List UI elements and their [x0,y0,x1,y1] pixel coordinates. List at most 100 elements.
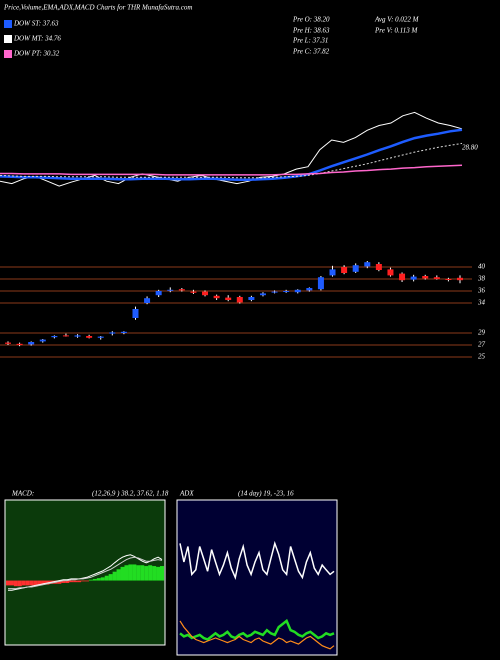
histogram-bar [41,580,46,585]
series-line [0,128,463,182]
histogram-bar [57,580,62,584]
stat: Pre O: 38.20 [292,16,330,24]
candle-body [190,291,197,293]
candle-body [213,295,220,299]
histogram-bar [132,564,137,581]
candle-body [317,277,324,290]
candle-body [167,289,174,291]
series-line [0,142,463,179]
histogram-bar [104,575,109,581]
candle-body [294,289,301,293]
histogram-bar [33,580,38,586]
candle-body [445,279,452,280]
candle-body [236,297,243,303]
candle-body [51,336,58,338]
histogram-bar [29,580,34,586]
stat: Pre V: 0.113 M [374,27,418,35]
legend-swatch [4,20,12,28]
histogram-bar [21,580,26,586]
histogram-bar [13,580,18,587]
candle-body [62,335,69,337]
macd-params: (12,26,9 ) 38.2, 37.62, 1.18 [92,490,169,498]
histogram-bar [124,565,129,581]
candle-body [178,289,185,291]
histogram-bar [37,580,42,586]
series-line [179,620,335,650]
candle-body [410,276,417,280]
histogram-bar [136,565,141,581]
histogram-bar [9,580,14,586]
stat: Pre L: 37.31 [292,37,328,45]
macd-label: MACD: [11,490,34,498]
candle-body [120,331,127,333]
y-tick-label: 40 [478,263,486,271]
series-line [0,164,463,176]
histogram-bar [140,565,145,581]
panel [176,499,338,656]
histogram-bar [100,577,105,581]
candle-body [248,297,255,300]
candle-body [399,273,406,281]
y-tick-label: 27 [478,341,486,349]
annotation: 28.80 [462,144,478,152]
candle-body [5,342,11,344]
candle-body [352,265,359,272]
candle-body [387,269,394,276]
histogram-bar [69,580,74,583]
histogram-bar [88,579,93,581]
series-line [0,111,463,187]
candle-body [283,291,290,292]
y-tick-label: 36 [477,287,486,295]
stat: Pre C: 37.82 [292,48,330,56]
candle-body [86,336,93,338]
histogram-bar [128,564,133,581]
series-line [8,556,163,590]
candle-body [109,332,116,334]
candle-body [457,277,463,281]
candle-body [28,342,35,345]
y-tick-label: 34 [477,299,486,307]
candle-body [132,309,139,318]
candle-body [329,269,336,276]
candle-body [97,336,104,338]
legend-swatch [4,35,12,43]
histogram-bar [61,580,66,583]
candle-body [433,277,440,279]
series-line [179,540,335,580]
histogram-bar [84,580,89,582]
candle-body [341,267,348,273]
histogram-bar [81,580,86,582]
candle-body [306,288,313,291]
histogram-bar [77,580,82,583]
histogram-bar [160,566,164,581]
page-title: Price,Volume,EMA,ADX,MACD Charts for THR… [3,4,192,12]
histogram-bar [92,578,97,581]
histogram-bar [144,566,149,581]
candle-body [16,343,23,345]
histogram-bar [108,574,113,581]
stat: Avg V: 0.022 M [374,16,420,24]
candle-body [375,264,382,270]
series-line [179,618,335,641]
candle-body [271,291,278,293]
histogram-bar [6,580,10,586]
histogram-bar [116,569,121,581]
candle-body [144,298,151,303]
adx-params: (14 day) 19, -23, 16 [238,490,294,498]
candle-body [422,276,429,279]
legend-label: DOW ST: 37.63 [13,20,59,28]
candle-body [202,291,209,296]
legend-label: DOW MT: 34.76 [13,35,61,43]
histogram-bar [152,566,157,581]
y-tick-label: 25 [478,353,486,361]
histogram-bar [148,565,153,581]
stat: Pre H: 38.63 [292,27,330,35]
adx-label: ADX [179,490,194,498]
histogram-bar [25,580,30,586]
candle-body [39,339,46,342]
candle-body [155,291,162,296]
histogram-bar [65,580,70,583]
candle-body [364,262,371,267]
histogram-bar [120,566,125,581]
